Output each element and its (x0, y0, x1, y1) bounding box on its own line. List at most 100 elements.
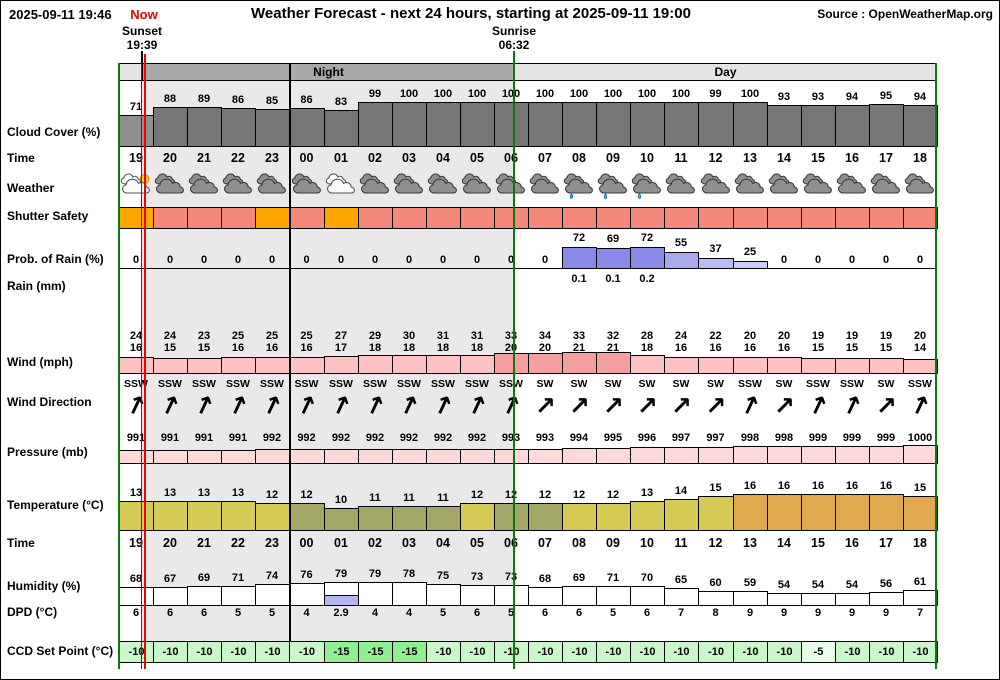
humidity-bar (392, 582, 427, 606)
weather-icon-cloud (460, 173, 494, 203)
cloud-bar (698, 102, 734, 147)
wind-dir-label: SSW (363, 378, 387, 390)
rain-prob-value: 37 (709, 243, 722, 255)
wind-gust-value: 19 (879, 330, 893, 342)
cloud-value: 100 (535, 88, 555, 100)
dpd-value: 4 (303, 607, 310, 619)
wind-speed-value: 18 (368, 342, 382, 354)
pressure-value: 992 (365, 432, 385, 444)
cloud-value: 100 (671, 88, 691, 100)
wind-bar (392, 355, 427, 374)
dpd-value: 9 (848, 607, 856, 619)
dpd-value: 2.9 (333, 607, 349, 619)
now-marker-label: Now (130, 7, 158, 22)
cloud-value: 100 (399, 88, 419, 100)
time-cell: 20 (163, 151, 177, 165)
shutter-cell (767, 207, 802, 229)
wind-speed-value: 15 (197, 342, 211, 354)
shutter-cell (119, 207, 154, 229)
time-cell-2: 07 (538, 536, 552, 550)
pressure-value: 997 (706, 432, 725, 444)
ccd-cell: -10 (153, 641, 188, 663)
shutter-cell (869, 207, 904, 229)
rain-prob-value: 72 (572, 232, 586, 244)
cloud-bar (119, 115, 154, 147)
shutter-cell (221, 207, 256, 229)
shutter-cell (733, 207, 768, 229)
wind-bar (528, 353, 563, 374)
temp-bar (733, 494, 768, 531)
ccd-cell: -10 (289, 641, 325, 663)
sunset-line (141, 63, 142, 669)
time-cell-2: 20 (163, 536, 177, 550)
time-cell-2: 08 (572, 536, 586, 550)
time-cell-2: 01 (334, 536, 348, 550)
time-cell-2: 19 (129, 536, 143, 550)
temp-value: 11 (403, 492, 415, 504)
row-label-humidity: Humidity (%) (7, 579, 81, 593)
time-cell-2: 04 (436, 536, 450, 550)
humidity-value: 73 (504, 571, 518, 583)
humidity-value: 79 (334, 568, 348, 580)
cloud-value: 100 (603, 88, 623, 100)
time-cell-2: 15 (811, 536, 825, 550)
rain-prob-baseline (119, 268, 937, 269)
humidity-bar (187, 586, 222, 606)
temp-value: 11 (369, 492, 381, 504)
sunrise-block: Sunrise 06:32 (474, 24, 554, 52)
wind-dir-label: SSW (260, 378, 284, 390)
temp-value: 16 (845, 480, 859, 492)
row-label-shutter-safety: Shutter Safety (7, 209, 89, 223)
pressure-value: 1000 (907, 432, 933, 444)
wind-dir-label: SSW (431, 378, 455, 390)
generated-timestamp: 2025-09-11 19:46 (9, 7, 112, 22)
dpd-value: 7 (677, 607, 685, 619)
dpd-value: 6 (166, 607, 174, 619)
humidity-bar (903, 590, 938, 606)
time-cell: 11 (674, 151, 688, 165)
wind-speed-value: 18 (640, 342, 654, 354)
wind-bar (289, 357, 325, 374)
dpd-value: 6 (132, 607, 140, 619)
time-cell: 19 (129, 151, 143, 165)
wind-gust-value: 24 (129, 330, 143, 342)
dpd-value: 5 (507, 607, 515, 619)
cloud-value: 100 (433, 88, 453, 100)
wind-speed-value: 16 (265, 342, 279, 354)
wind-gust-value: 20 (913, 330, 927, 342)
wind-bar (698, 357, 734, 374)
shutter-cell (562, 207, 597, 229)
pressure-value: 998 (774, 432, 794, 444)
humidity-value: 75 (436, 570, 450, 582)
temp-bar (426, 506, 461, 531)
sunrise-time: 06:32 (498, 38, 530, 52)
cloud-bar (562, 102, 597, 147)
sunrise-label: Sunrise (491, 24, 536, 38)
pressure-value: 997 (671, 432, 691, 444)
wind-bar (562, 352, 597, 374)
wind-gust-value: 24 (674, 330, 688, 342)
cloud-bar (903, 105, 938, 147)
wind-speed-value: 18 (470, 342, 484, 354)
cloud-value: 93 (777, 91, 791, 103)
humidity-bar (153, 587, 188, 606)
sunrise-line (513, 51, 515, 669)
shutter-cell (801, 207, 836, 229)
time-cell-2: 05 (470, 536, 484, 550)
humidity-bar (698, 591, 734, 606)
weather-icon-cloud (835, 173, 869, 203)
pressure-bar (562, 448, 597, 464)
wind-bar (767, 357, 802, 374)
wind-bar (596, 352, 631, 374)
temp-bar (358, 506, 393, 531)
pressure-value: 993 (501, 432, 521, 444)
ccd-cell: -10 (869, 641, 904, 663)
pressure-value: 996 (637, 432, 657, 444)
cloud-value: 100 (637, 88, 657, 100)
humidity-value: 71 (231, 572, 245, 584)
temp-bar (494, 503, 529, 531)
shutter-cell (187, 207, 222, 229)
rain-prob-value: 55 (674, 237, 688, 249)
pressure-value: 994 (569, 432, 589, 444)
page-title: Weather Forecast - next 24 hours, starti… (251, 5, 691, 22)
